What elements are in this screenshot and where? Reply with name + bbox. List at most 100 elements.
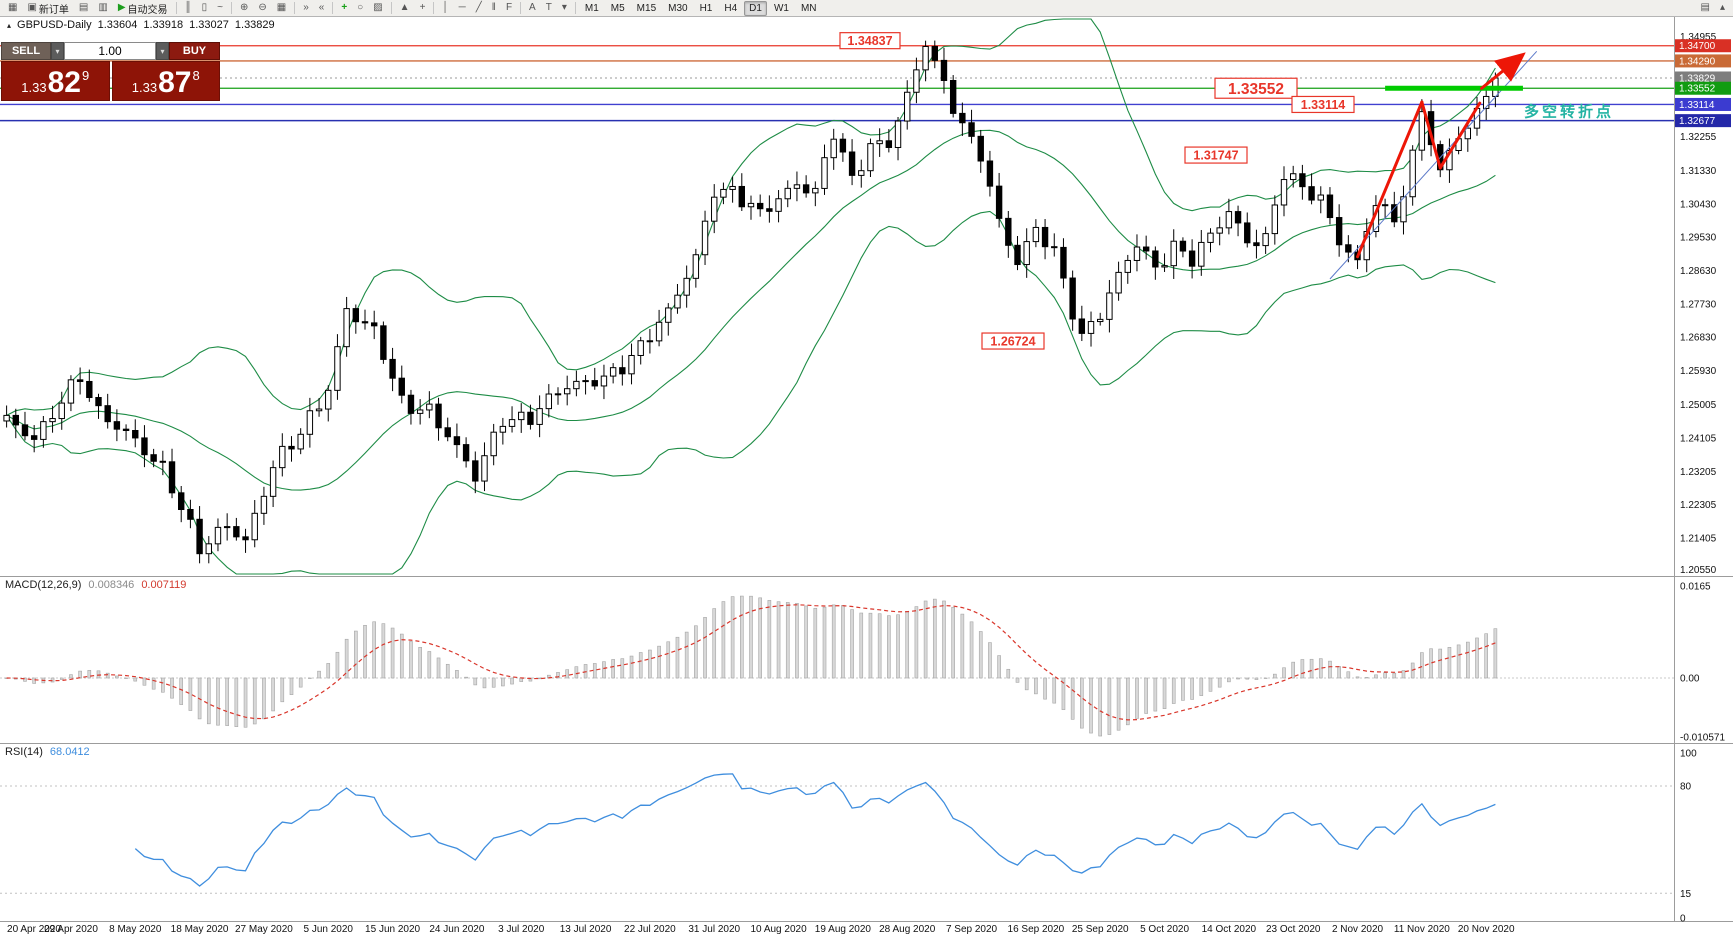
zoom-out-icon[interactable]: ⊖	[254, 1, 270, 16]
profiles-icon[interactable]: ▥	[94, 1, 111, 16]
main-toolbar: ▦ ▣ 新订单 ▤ ▥ ▶ 自动交易 ║ ▯ ~ ⊕ ⊖ ▦ » « + ○ ▨ ▲ + │ ─ ╱ ‖ F A T ▾ M1 M5 M15…	[0, 0, 1733, 17]
candlestick-icon[interactable]: ▯	[198, 1, 212, 16]
zoom-out-icon-glyph: ⊖	[258, 2, 267, 13]
channel-icon[interactable]: ‖	[488, 1, 500, 16]
crosshair-icon[interactable]: +	[416, 1, 430, 16]
line-chart-icon-glyph: ~	[217, 2, 223, 13]
chart-ohlc-header: ▴ GBPUSD-Daily 1.33604 1.33918 1.33027 1…	[7, 19, 275, 31]
templates-icon[interactable]: ▨	[369, 1, 386, 16]
candlestick-icon-glyph: ▯	[201, 2, 208, 13]
svg-text:2 Nov 2020: 2 Nov 2020	[1332, 924, 1384, 935]
svg-text:-0.010571: -0.010571	[1680, 732, 1725, 743]
autoscroll-icon[interactable]: »	[299, 1, 313, 16]
chart-mini-icon-glyph: ▦	[8, 2, 18, 13]
svg-text:1.22305: 1.22305	[1680, 500, 1717, 511]
grid-icon[interactable]: ▦	[273, 1, 290, 16]
sell-dropdown-icon[interactable]: ▾	[51, 42, 64, 60]
ohlc-open: 1.33604	[97, 19, 138, 31]
svg-text:15 Jun 2020: 15 Jun 2020	[365, 924, 420, 935]
candles	[3, 40, 1499, 564]
svg-text:1.34837: 1.34837	[847, 34, 892, 48]
symbol-title: GBPUSD-Daily	[17, 19, 92, 31]
timeframe-h1[interactable]: H1	[699, 2, 713, 14]
svg-text:16 Sep 2020: 16 Sep 2020	[1008, 924, 1065, 935]
timeframe-h4[interactable]: H4	[724, 2, 738, 14]
channel-icon-glyph: ‖	[491, 2, 496, 13]
svg-text:1.20550: 1.20550	[1680, 565, 1717, 576]
svg-text:1.33552: 1.33552	[1679, 84, 1716, 95]
line-chart-icon[interactable]: ~	[213, 1, 227, 16]
cursor-icon[interactable]: ▲	[396, 1, 414, 16]
indicators-icon[interactable]: +	[337, 1, 351, 16]
svg-text:1.31747: 1.31747	[1193, 149, 1238, 163]
chart-shift-icon[interactable]: «	[315, 1, 329, 16]
chart-shift-icon-glyph: «	[318, 2, 325, 13]
panel-separators	[0, 17, 1733, 922]
toolbar-separator	[175, 2, 177, 14]
ask-price[interactable]: 1.33 87 8	[111, 61, 220, 101]
trendline-icon[interactable]: ╱	[472, 1, 486, 16]
svg-text:1.26830: 1.26830	[1680, 333, 1717, 344]
svg-text:20 Apr 2020: 20 Apr 2020	[7, 924, 61, 935]
svg-text:1.34700: 1.34700	[1679, 41, 1716, 52]
label-icon[interactable]: T	[542, 1, 556, 16]
toolbar-separator	[520, 2, 522, 14]
bid-price[interactable]: 1.33 82 9	[1, 61, 110, 101]
text-icon[interactable]: A	[525, 1, 540, 16]
autotrading-button-glyph: ▶	[117, 2, 126, 13]
timeframe-d1[interactable]: D1	[744, 0, 767, 16]
drawn-objects[interactable]	[1329, 50, 1538, 280]
svg-text:22 Jul 2020: 22 Jul 2020	[624, 924, 676, 935]
timeframe-m30[interactable]: M30	[668, 2, 688, 14]
svg-text:0: 0	[1680, 914, 1686, 925]
svg-text:1.29530: 1.29530	[1680, 233, 1717, 244]
timeframe-mn[interactable]: MN	[800, 2, 817, 14]
fibonacci-icon[interactable]: F	[502, 1, 516, 16]
chart-mini-icon[interactable]: ▦	[4, 1, 21, 16]
svg-text:20 Nov 2020: 20 Nov 2020	[1458, 924, 1515, 935]
sell-button[interactable]: SELL	[1, 42, 51, 60]
horizontal-line-icon[interactable]: ─	[455, 1, 470, 16]
zoom-in-icon[interactable]: ⊕	[236, 1, 252, 16]
volume-dropdown-icon[interactable]: ▾	[156, 42, 169, 60]
svg-text:100: 100	[1680, 749, 1697, 760]
crosshair-icon-glyph: +	[419, 2, 426, 13]
svg-text:1.21405: 1.21405	[1680, 533, 1717, 544]
timeframe-m5[interactable]: M5	[610, 2, 625, 14]
buy-button[interactable]: BUY	[169, 42, 220, 60]
toolbar-separator	[294, 2, 296, 14]
price-label-boxes[interactable]: 1.34837 1.33552 1.33114 1.31747 1.26724	[839, 32, 1355, 350]
new-order-button-glyph: ▣	[27, 2, 37, 13]
trendline-icon-glyph: ╱	[475, 2, 482, 13]
charts-cascade-icon[interactable]: ▤	[75, 1, 92, 16]
timeframe-m15[interactable]: M15	[636, 2, 657, 14]
toolbar-separator	[574, 2, 576, 14]
ask-pip-fraction: 8	[192, 68, 200, 83]
shapes-dropdown-icon[interactable]: ▾	[558, 1, 571, 16]
svg-text:5 Jun 2020: 5 Jun 2020	[304, 924, 354, 935]
bar-chart-icon[interactable]: ║	[181, 1, 196, 16]
timeframe-m1[interactable]: M1	[584, 2, 599, 14]
svg-text:31 Jul 2020: 31 Jul 2020	[688, 924, 740, 935]
svg-text:5 Oct 2020: 5 Oct 2020	[1140, 924, 1189, 935]
vertical-line-icon[interactable]: │	[438, 1, 452, 16]
label-icon-glyph: T	[545, 2, 552, 13]
timeframe-w1[interactable]: W1	[773, 2, 789, 14]
rsi-value: 68.0412	[49, 746, 90, 758]
svg-text:24 Jun 2020: 24 Jun 2020	[429, 924, 484, 935]
templates-icon-glyph: ▨	[373, 2, 383, 13]
autotrading-button[interactable]: ▶ 自动交易	[114, 1, 172, 16]
volume-input[interactable]: 1.00	[64, 42, 156, 60]
indicators-icon-glyph: +	[341, 2, 348, 13]
window-list-icon[interactable]: ▤	[1697, 1, 1714, 16]
svg-text:3 Jul 2020: 3 Jul 2020	[498, 924, 545, 935]
collapse-icon[interactable]: ▴	[1716, 1, 1729, 16]
window-list-icon-glyph: ▤	[1700, 2, 1710, 13]
toolbar-separator	[332, 2, 334, 14]
charts-cascade-icon-glyph: ▤	[78, 2, 89, 13]
chart-expand-icon[interactable]: ▴	[7, 21, 12, 30]
cycles-icon[interactable]: ○	[353, 1, 367, 16]
new-order-button[interactable]: ▣ 新订单	[23, 1, 72, 16]
